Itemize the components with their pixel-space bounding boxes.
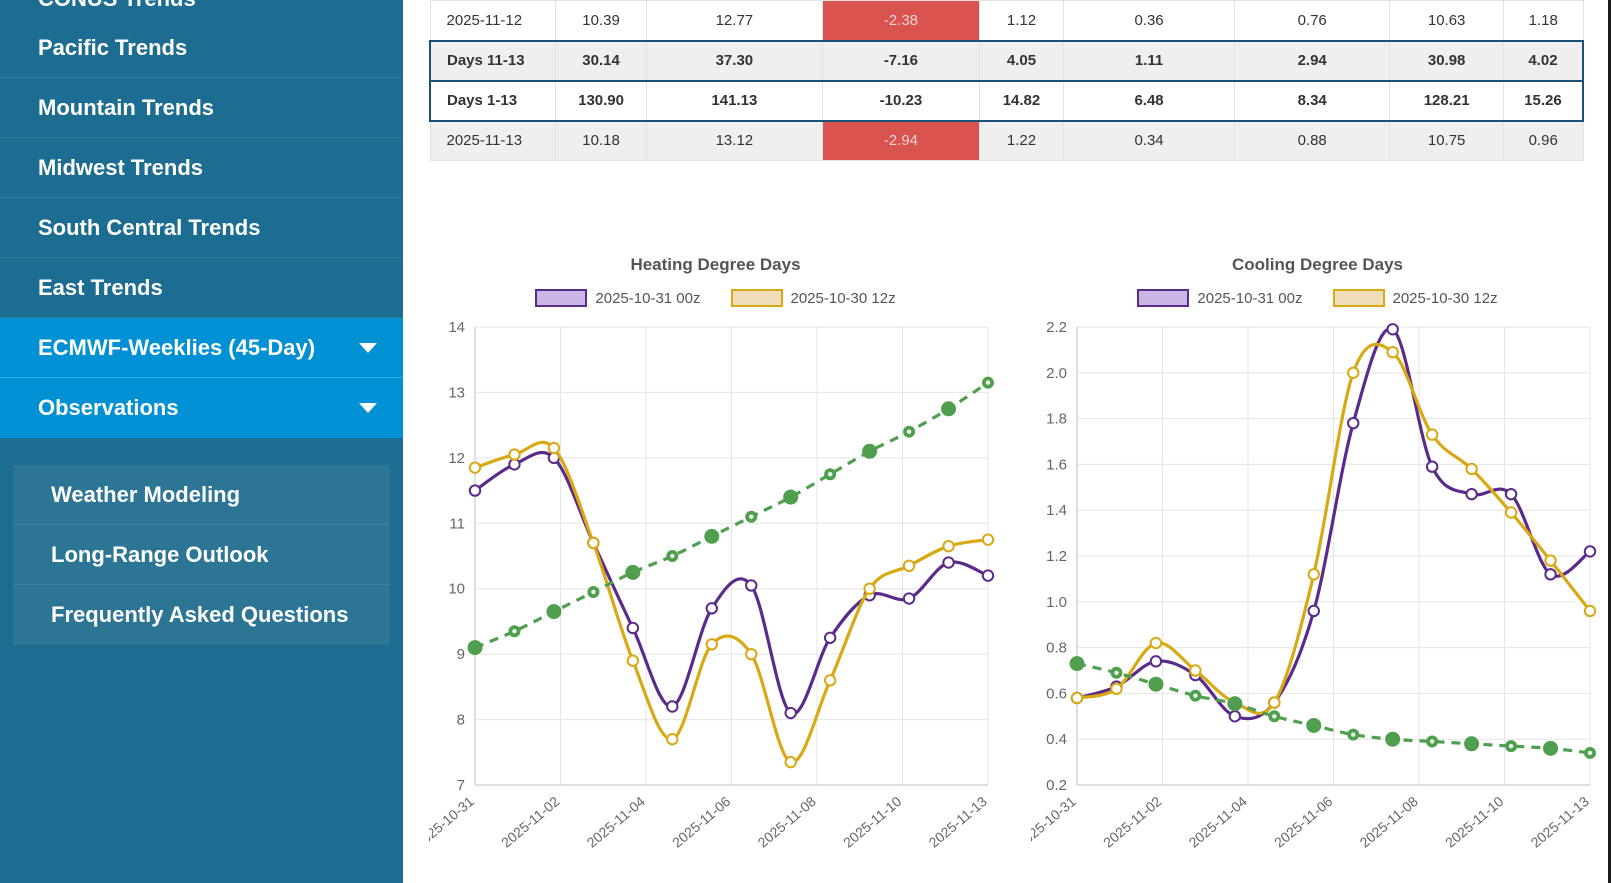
svg-text:2.2: 2.2: [1046, 319, 1067, 336]
svg-text:0.6: 0.6: [1046, 685, 1067, 702]
svg-text:2025-11-04: 2025-11-04: [584, 793, 649, 851]
svg-text:2025-11-06: 2025-11-06: [669, 793, 734, 851]
svg-text:2025-11-08: 2025-11-08: [755, 793, 820, 851]
svg-text:2025-11-04: 2025-11-04: [1186, 793, 1251, 851]
svg-text:2025-10-31: 2025-10-31: [1031, 793, 1079, 851]
svg-text:9: 9: [457, 646, 465, 663]
svg-text:0.4: 0.4: [1046, 731, 1067, 748]
svg-text:2025-11-02: 2025-11-02: [1100, 793, 1165, 851]
svg-text:2025-11-08: 2025-11-08: [1357, 793, 1422, 851]
svg-text:1.8: 1.8: [1046, 411, 1067, 428]
svg-text:14: 14: [448, 319, 465, 336]
svg-text:2.0: 2.0: [1046, 365, 1067, 382]
svg-text:12: 12: [448, 450, 465, 467]
svg-text:2025-11-10: 2025-11-10: [840, 793, 905, 851]
svg-text:0.2: 0.2: [1046, 777, 1067, 794]
svg-text:1.2: 1.2: [1046, 548, 1067, 565]
svg-text:1.0: 1.0: [1046, 594, 1067, 611]
svg-text:7: 7: [457, 777, 465, 794]
svg-text:2025-11-13: 2025-11-13: [926, 793, 991, 851]
svg-text:2025-11-13: 2025-11-13: [1528, 793, 1593, 851]
svg-text:2025-11-10: 2025-11-10: [1442, 793, 1507, 851]
svg-text:0.8: 0.8: [1046, 640, 1067, 657]
svg-text:8: 8: [457, 712, 465, 729]
svg-text:10: 10: [448, 581, 465, 598]
svg-text:1.6: 1.6: [1046, 456, 1067, 473]
svg-text:2025-11-02: 2025-11-02: [498, 793, 563, 851]
svg-text:2025-10-31: 2025-10-31: [429, 793, 477, 851]
svg-text:1.4: 1.4: [1046, 502, 1067, 519]
svg-text:13: 13: [448, 384, 465, 401]
svg-text:11: 11: [449, 515, 465, 532]
svg-text:2025-11-06: 2025-11-06: [1271, 793, 1336, 851]
